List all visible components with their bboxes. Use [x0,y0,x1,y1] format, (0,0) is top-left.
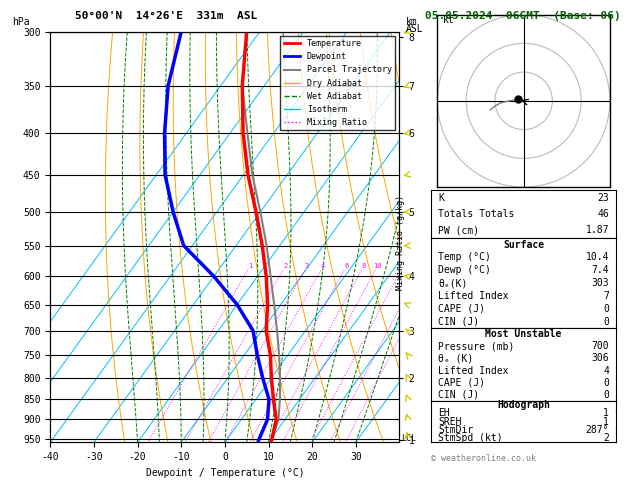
Text: Totals Totals: Totals Totals [438,209,515,219]
Text: 0: 0 [603,378,609,388]
Text: km: km [406,17,418,27]
Text: 46: 46 [598,209,609,219]
Text: kt: kt [443,15,455,25]
Text: K: K [438,192,444,203]
Text: 0: 0 [603,304,609,314]
Text: 23: 23 [598,192,609,203]
Text: 6: 6 [345,263,348,269]
Text: Pressure (mb): Pressure (mb) [438,341,515,351]
Text: EH: EH [438,408,450,418]
Text: 2: 2 [283,263,287,269]
Text: CIN (J): CIN (J) [438,390,479,400]
Text: 287°: 287° [586,425,609,435]
Text: 2: 2 [603,433,609,443]
Text: 1: 1 [603,417,609,427]
Text: ASL: ASL [406,24,423,35]
Text: 3: 3 [305,263,309,269]
Text: 306: 306 [591,353,609,364]
Text: Lifted Index: Lifted Index [438,365,509,376]
Text: CAPE (J): CAPE (J) [438,304,486,314]
Text: Mixing Ratio (g/kg): Mixing Ratio (g/kg) [396,195,405,291]
Text: 0: 0 [603,316,609,327]
Text: 05.05.2024  06GMT  (Base: 06): 05.05.2024 06GMT (Base: 06) [425,11,620,21]
Text: © weatheronline.co.uk: © weatheronline.co.uk [431,454,536,464]
Text: Lifted Index: Lifted Index [438,291,509,301]
Text: 4: 4 [603,365,609,376]
Text: SREH: SREH [438,417,462,427]
Text: CAPE (J): CAPE (J) [438,378,486,388]
Text: StmDir: StmDir [438,425,474,435]
Text: 700: 700 [591,341,609,351]
Text: Surface: Surface [503,240,544,250]
Text: 1: 1 [603,408,609,418]
Text: hPa: hPa [13,17,30,27]
X-axis label: Dewpoint / Temperature (°C): Dewpoint / Temperature (°C) [145,468,304,478]
Text: 8: 8 [362,263,366,269]
Text: CIN (J): CIN (J) [438,316,479,327]
Text: StmSpd (kt): StmSpd (kt) [438,433,503,443]
Text: 7.4: 7.4 [591,265,609,275]
Text: 303: 303 [591,278,609,288]
Text: 7: 7 [603,291,609,301]
Text: 1.87: 1.87 [586,225,609,235]
Text: θₑ(K): θₑ(K) [438,278,468,288]
Text: 4: 4 [321,263,325,269]
Text: Most Unstable: Most Unstable [486,329,562,339]
Text: 50°00'N  14°26'E  331m  ASL: 50°00'N 14°26'E 331m ASL [75,11,258,21]
Text: 1: 1 [248,263,252,269]
Text: 10.4: 10.4 [586,252,609,262]
Text: 10: 10 [373,263,382,269]
Legend: Temperature, Dewpoint, Parcel Trajectory, Dry Adiabat, Wet Adiabat, Isotherm, Mi: Temperature, Dewpoint, Parcel Trajectory… [281,36,395,130]
Text: Hodograph: Hodograph [497,400,550,410]
Text: θₑ (K): θₑ (K) [438,353,474,364]
Text: PW (cm): PW (cm) [438,225,479,235]
Text: Dewp (°C): Dewp (°C) [438,265,491,275]
Text: Temp (°C): Temp (°C) [438,252,491,262]
Text: LCL: LCL [401,434,416,443]
Text: 0: 0 [603,390,609,400]
